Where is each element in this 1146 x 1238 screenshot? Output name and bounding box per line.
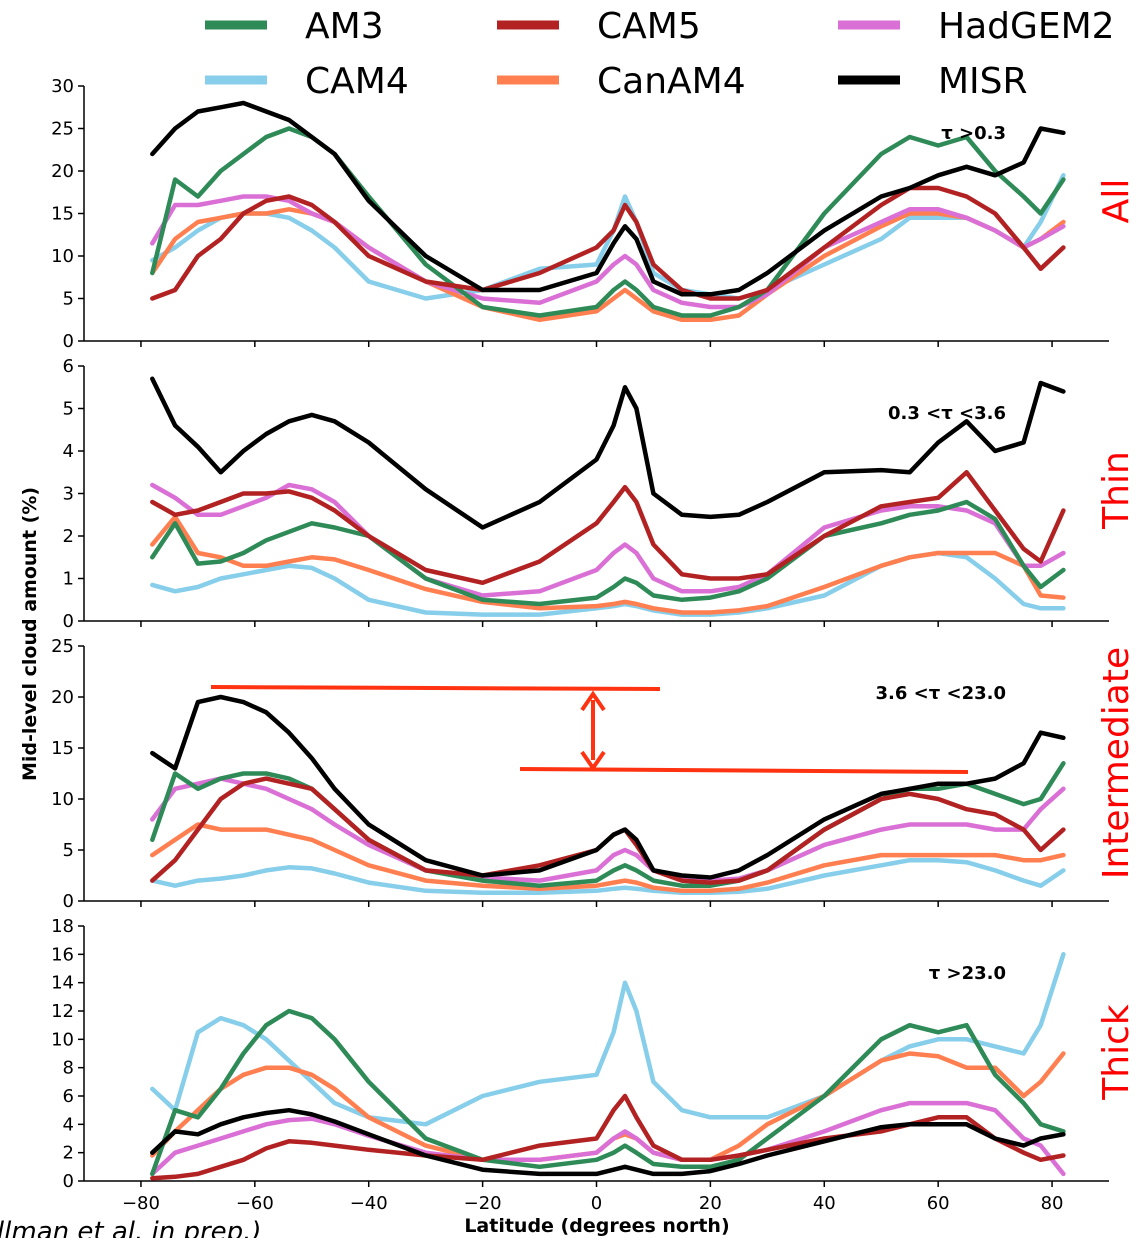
y-tick-label: 14	[51, 973, 74, 994]
y-axis-title: Mid-level cloud amount (%)	[19, 487, 41, 781]
series-line-canam4	[150, 514, 1066, 615]
y-tick-label: 25	[51, 119, 74, 140]
x-tick-label: −80	[122, 1193, 160, 1214]
x-tick-label: −60	[236, 1193, 274, 1214]
y-tick-label: 6	[63, 1086, 74, 1107]
series-line-misr	[150, 100, 1066, 297]
legend-label-am3: AM3	[305, 6, 384, 47]
y-tick-label: 15	[51, 738, 74, 759]
y-tick-label: 5	[63, 840, 74, 861]
series-line-am3	[150, 126, 1066, 318]
panel-label-thin: Thin	[1096, 451, 1137, 530]
y-tick-label: 1	[63, 569, 74, 590]
y-tick-label: 20	[51, 687, 74, 708]
y-tick-label: 15	[51, 204, 74, 225]
credit-text: (Hillman et al. in prep.)	[0, 1217, 262, 1238]
y-tick-label: 0	[63, 611, 74, 632]
panel-intermediate: 0 5 10 15 20 25 3.6 <τ <23.0 Intermediate	[51, 636, 1137, 912]
y-tick-label: 18	[51, 916, 74, 937]
x-tick-label: 40	[813, 1193, 836, 1214]
tau-range-label: τ >23.0	[929, 963, 1006, 984]
series-line-cam5	[150, 470, 1066, 586]
annotation-lower-line	[519, 767, 969, 774]
x-tick-label: 80	[1041, 1193, 1064, 1214]
series-line-am3	[150, 499, 1066, 607]
x-tick-label: 0	[591, 1193, 602, 1214]
annotation-upper-line	[210, 685, 661, 691]
x-tick-label: −40	[350, 1193, 388, 1214]
x-tick-label: 20	[699, 1193, 722, 1214]
x-axis-title: Latitude (degrees north)	[464, 1215, 729, 1237]
series-line-misr	[150, 694, 1066, 880]
series-line-canam4	[150, 822, 1066, 894]
panel-label-thick: Thick	[1096, 1004, 1137, 1101]
y-tick-label: 4	[63, 1114, 74, 1135]
panel-label-all: All	[1096, 179, 1137, 224]
legend-label-cam5: CAM5	[597, 6, 701, 47]
legend-label-hadgem2: HadGEM2	[938, 6, 1115, 47]
series-line-hadgem2	[150, 776, 1066, 883]
y-tick-label: 20	[51, 161, 74, 182]
series-line-am3	[150, 761, 1066, 888]
panel-thick: 0 2 4 6 8 10 12 14 16 18 −80 −60 −40 −20 0 20 40 60 80 τ >2…	[51, 916, 1137, 1214]
annotation-arrow-head-down	[580, 750, 606, 772]
y-tick-label: 16	[51, 944, 74, 965]
y-tick-label: 6	[63, 356, 74, 377]
y-tick-label: 0	[63, 891, 74, 912]
series-line-cam4	[150, 857, 1066, 896]
panel-thin: 0 1 2 3 4 5 6 0.3 <τ <3.6 Thin	[63, 356, 1137, 632]
y-tick-label: 25	[51, 636, 74, 657]
y-tick-label: 5	[63, 289, 74, 310]
tau-range-label: 0.3 <τ <3.6	[888, 403, 1006, 424]
y-tick-label: 12	[51, 1001, 74, 1022]
series-line-misr	[150, 376, 1066, 530]
annotation-arrow-head-up	[580, 690, 606, 712]
series-line-canam4	[150, 207, 1066, 323]
annotation-arrow	[210, 685, 969, 774]
x-tick-label: 60	[927, 1193, 950, 1214]
legend-label-canam4: CanAM4	[597, 61, 746, 102]
x-tick-label: −20	[464, 1193, 502, 1214]
series-line-hadgem2	[150, 1100, 1066, 1177]
series-line-misr	[150, 1107, 1066, 1177]
series-line-hadgem2	[150, 482, 1066, 598]
panel-label-intermediate: Intermediate	[1096, 647, 1137, 879]
y-tick-label: 3	[63, 484, 74, 505]
series-line-canam4	[150, 1051, 1066, 1163]
series-line-hadgem2	[150, 194, 1066, 310]
y-tick-label: 5	[63, 399, 74, 420]
legend: AM3 CAM5 HadGEM2 CAM4 CanAM4 MISR	[205, 6, 1115, 102]
y-tick-label: 8	[63, 1058, 74, 1079]
legend-label-cam4: CAM4	[305, 61, 409, 102]
tau-range-label: 3.6 <τ <23.0	[876, 683, 1006, 704]
legend-label-misr: MISR	[938, 61, 1028, 102]
y-tick-label: 0	[63, 1171, 74, 1192]
y-tick-label: 2	[63, 526, 74, 547]
y-tick-label: 2	[63, 1143, 74, 1164]
y-tick-label: 10	[51, 246, 74, 267]
series-line-cam5	[150, 185, 1066, 301]
y-tick-label: 4	[63, 441, 74, 462]
series-line-cam5	[150, 1093, 1066, 1181]
series-line-am3	[150, 1008, 1066, 1177]
y-tick-label: 10	[51, 1029, 74, 1050]
series-line-cam4	[150, 952, 1066, 1127]
y-tick-label: 0	[63, 331, 74, 352]
y-tick-label: 10	[51, 789, 74, 810]
tau-range-label: τ >0.3	[941, 123, 1006, 144]
y-tick-label: 30	[51, 76, 74, 97]
panel-all: 0 5 10 15 20 25 30 τ >0.3 All	[51, 76, 1137, 352]
